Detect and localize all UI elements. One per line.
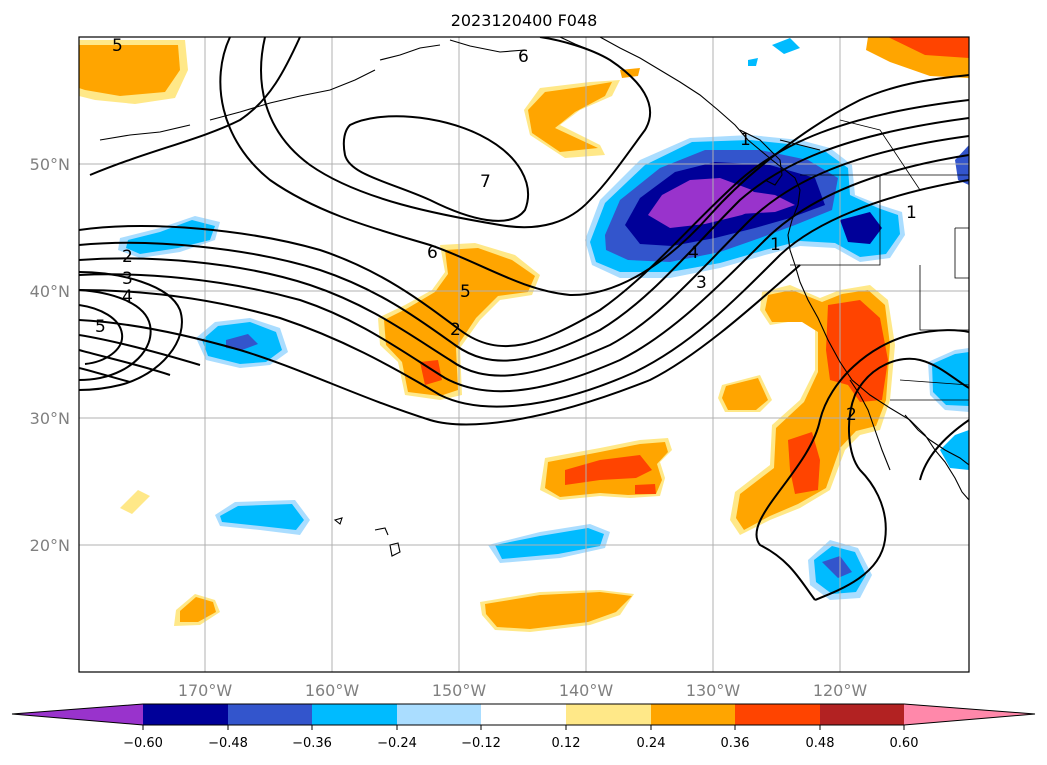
contour-lines [79, 37, 969, 601]
anomaly-fill [772, 38, 800, 54]
anomaly-fill [528, 82, 612, 152]
contour-label: 2 [450, 320, 461, 340]
anomaly-fill [788, 432, 820, 494]
anomaly-fill [888, 37, 969, 58]
latitude-labels: 50°N 40°N 30°N 20°N [30, 155, 70, 555]
colorbar-segment [312, 704, 397, 725]
contour-label: 1 [740, 130, 751, 150]
contour-label: 2 [846, 405, 857, 425]
anomaly-fill [495, 528, 604, 559]
contour-line [79, 271, 183, 391]
colorbar-tick-label: −0.36 [292, 736, 332, 751]
contour-line [79, 264, 801, 426]
lon-label: 140°W [559, 681, 614, 700]
colorbar-segment [228, 704, 312, 725]
contour-label: 3 [122, 269, 133, 289]
contour-label: 4 [122, 287, 133, 307]
map-frame [78, 36, 970, 673]
anomaly-fill [485, 592, 632, 629]
colorbar-tick-label: −0.24 [377, 736, 417, 751]
colorbar-tick-label: 0.36 [721, 736, 750, 751]
colorbar-extend-high [904, 704, 1035, 725]
lat-label: 30°N [30, 409, 70, 428]
anomaly-fill [565, 455, 652, 485]
lon-label: 150°W [432, 681, 487, 700]
anomaly-fill [220, 504, 304, 530]
anomaly-fill [722, 378, 768, 410]
colorbar-segment [397, 704, 481, 725]
anomaly-fill [226, 334, 258, 350]
longitude-labels: 170°W 160°W 150°W 140°W 130°W 120°W [178, 681, 868, 700]
contour-labels: 5 6 7 6 5 2 2 3 4 5 4 3 1 1 1 2 [95, 36, 917, 425]
contour-line [79, 179, 969, 408]
colorbar-segment [820, 704, 904, 725]
contour-line [89, 37, 301, 176]
contour-line [79, 349, 171, 376]
anomaly-fill [748, 58, 758, 66]
contour-line [79, 117, 969, 362]
lon-label: 130°W [686, 681, 741, 700]
colorbar-segment [481, 704, 566, 725]
contour-line [79, 135, 969, 377]
anomaly-fill [822, 556, 852, 578]
contour-label: 1 [770, 235, 781, 255]
contour-label: 6 [518, 47, 529, 67]
colorbar-segment [735, 704, 820, 725]
anomaly-fill [932, 352, 969, 406]
anomaly-fill [840, 212, 882, 244]
contour-label: 2 [122, 247, 133, 267]
anomaly-fill [180, 597, 216, 622]
contour-line [342, 115, 529, 222]
colorbar-tick-label: −0.48 [208, 736, 248, 751]
contour-line [755, 329, 969, 601]
contour-label: 5 [95, 317, 106, 337]
map-panel: 5 6 7 6 5 2 2 3 4 5 4 3 1 1 1 2 [79, 36, 969, 672]
colorbar-segment [651, 704, 735, 725]
contour-label: 3 [696, 273, 707, 293]
anomaly-fill [826, 300, 888, 402]
colorbar-tick-label: −0.60 [123, 736, 163, 751]
lat-label: 40°N [30, 282, 70, 301]
lat-label: 50°N [30, 155, 70, 174]
contour-line [79, 99, 969, 348]
figure-title: 2023120400 F048 [451, 11, 598, 30]
anomaly-fill [715, 190, 795, 214]
anomaly-fill [635, 484, 656, 494]
lon-label: 170°W [178, 681, 233, 700]
anomaly-fill [648, 178, 765, 228]
contour-label: 5 [112, 36, 123, 56]
contour-label: 1 [906, 203, 917, 223]
colorbar-tick-label: 0.24 [637, 736, 666, 751]
contour-line [79, 154, 969, 393]
contour-label: 7 [480, 172, 491, 192]
colorbar-extend-low [12, 704, 143, 725]
contour-line [919, 419, 969, 481]
contour-label: 4 [688, 243, 699, 263]
lon-label: 120°W [813, 681, 868, 700]
contour-line [79, 289, 152, 381]
contour-line [814, 357, 969, 601]
anomaly-fill [120, 490, 150, 514]
contour-label: 5 [460, 282, 471, 302]
colorbar: −0.60 −0.48 −0.36 −0.24 −0.12 0.12 0.24 … [11, 703, 1036, 751]
lat-label: 20°N [30, 536, 70, 555]
contour-label: 6 [427, 243, 438, 263]
colorbar-tick-label: −0.12 [461, 736, 501, 751]
colorbar-segment [143, 704, 228, 725]
contour-line [79, 304, 124, 365]
contour-line [79, 367, 131, 383]
colorbar-segment [566, 704, 651, 725]
lon-label: 160°W [305, 681, 360, 700]
borders [790, 119, 969, 401]
contour-line [219, 37, 969, 297]
contour-line [79, 334, 201, 366]
anomaly-fill [79, 45, 180, 96]
colorbar-tick-label: 0.48 [806, 736, 835, 751]
contour-line [260, 37, 651, 229]
coastlines [99, 37, 969, 557]
colorbar-tick-label: 0.60 [890, 736, 919, 751]
colorbar-tick-label: 0.12 [552, 736, 581, 751]
